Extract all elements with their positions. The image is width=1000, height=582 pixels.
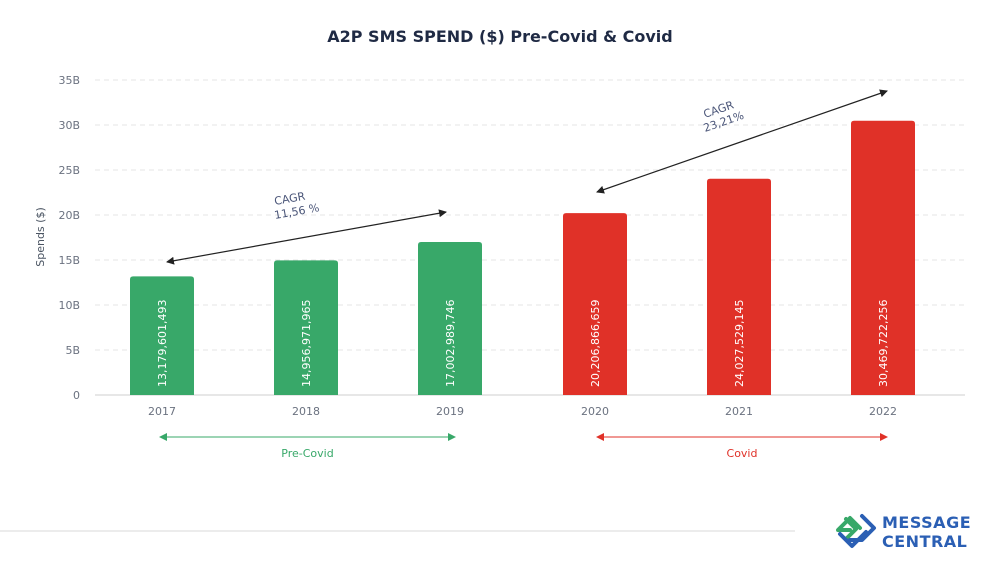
cagr-arrow xyxy=(166,209,447,265)
x-tick-label: 2019 xyxy=(436,405,464,418)
y-tick-label: 35B xyxy=(58,74,80,87)
y-tick-label: 5B xyxy=(65,344,80,357)
bar-data-label: 14,956,971,965 xyxy=(300,300,313,387)
logo-text-line2: CENTRAL xyxy=(882,532,967,551)
cagr-arrow xyxy=(596,89,888,194)
bar-data-label: 30,469,722,256 xyxy=(877,300,890,387)
bar-2018 xyxy=(274,260,338,395)
bar-data-label: 17,002,989,746 xyxy=(444,300,457,387)
y-tick-label: 30B xyxy=(58,119,80,132)
y-tick-label: 0 xyxy=(73,389,80,402)
y-tick-label: 20B xyxy=(58,209,80,222)
cagr-label: CAGR xyxy=(273,190,306,208)
y-axis-label: Spends ($) xyxy=(34,207,47,267)
bar-2019 xyxy=(418,241,482,395)
bar-data-label: 24,027,529,145 xyxy=(733,300,746,387)
message-central-logo: MESSAGE CENTRAL xyxy=(836,513,971,551)
y-tick-label: 25B xyxy=(58,164,80,177)
y-tick-label: 10B xyxy=(58,299,80,312)
bar-2020 xyxy=(563,213,627,395)
x-tick-label: 2021 xyxy=(725,405,753,418)
logo-text-line1: MESSAGE xyxy=(882,513,971,532)
x-tick-label: 2017 xyxy=(148,405,176,418)
bar-data-label: 20,206,866,659 xyxy=(589,300,602,387)
bar-2021 xyxy=(707,178,771,395)
y-tick-label: 15B xyxy=(58,254,80,267)
bar-data-label: 13,179,601,493 xyxy=(156,300,169,387)
x-tick-label: 2022 xyxy=(869,405,897,418)
bar-2017 xyxy=(130,276,194,395)
x-tick-label: 2020 xyxy=(581,405,609,418)
logo-mark-icon xyxy=(836,514,876,548)
chart-title: A2P SMS SPEND ($) Pre-Covid & Covid xyxy=(327,27,673,46)
period-label: Covid xyxy=(727,447,758,460)
x-tick-label: 2018 xyxy=(292,405,320,418)
period-label: Pre-Covid xyxy=(281,447,333,460)
